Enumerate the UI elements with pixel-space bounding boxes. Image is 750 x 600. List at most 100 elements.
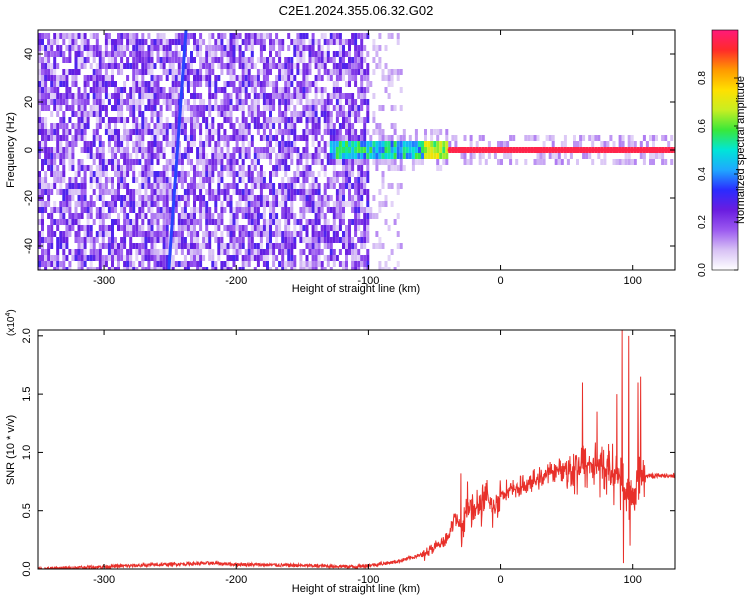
heatmap-cell (199, 123, 203, 129)
heatmap-cell (86, 111, 90, 117)
heatmap-cell (38, 231, 41, 237)
heatmap-cell (180, 171, 184, 177)
heatmap-cell (317, 75, 321, 81)
heatmap-cell (141, 231, 145, 237)
heatmap-cell (266, 141, 269, 147)
heatmap-cell (132, 231, 136, 237)
heatmap-cell (141, 93, 145, 99)
heatmap-cell (141, 141, 145, 147)
heatmap-cell (305, 159, 309, 165)
heatmap-cell (62, 171, 66, 177)
heatmap-cell (290, 99, 294, 105)
heatmap-cell (405, 141, 409, 147)
heatmap-cell (114, 189, 117, 195)
heatmap-cell (62, 69, 66, 75)
heatmap-cell (92, 99, 96, 105)
heatmap-cell (278, 261, 282, 267)
heatmap-cell (329, 195, 333, 201)
heatmap-cell (174, 207, 178, 213)
heatmap-cell (238, 171, 242, 177)
heatmap-cell (229, 117, 233, 123)
heatmap-cell (159, 237, 163, 243)
heatmap-cell (89, 153, 93, 159)
snr-series-line (38, 330, 675, 569)
heatmap-cell (436, 129, 440, 135)
heatmap-cell (165, 267, 169, 270)
heatmap-cell (193, 105, 196, 111)
heatmap-cell (363, 93, 367, 99)
heatmap-cell (366, 201, 370, 207)
heatmap-cell (123, 183, 127, 189)
heatmap-cell (168, 93, 172, 99)
heatmap-cell (193, 261, 196, 267)
heatmap-cell (335, 135, 339, 141)
heatmap-cell (612, 141, 616, 147)
heatmap-cell (329, 147, 333, 153)
heatmap-cell (357, 249, 361, 255)
heatmap-cell (196, 153, 200, 159)
heatmap-cell (302, 249, 306, 255)
heatmap-cell (101, 231, 105, 237)
heatmap-cell (348, 195, 351, 201)
heatmap-cell (342, 39, 345, 45)
heatmap-cell (287, 33, 291, 39)
heatmap-cell (296, 93, 300, 99)
heatmap-cell (141, 87, 145, 93)
heatmap-cell (153, 177, 157, 183)
heatmap-cell (86, 123, 90, 129)
heatmap-cell (62, 177, 66, 183)
heatmap-cell (168, 123, 172, 129)
heatmap-cell (256, 123, 260, 129)
heatmap-cell (68, 147, 72, 153)
heatmap-cell (342, 201, 345, 207)
heatmap-cell (53, 69, 57, 75)
heatmap-cell (375, 159, 379, 165)
heatmap-cell (177, 195, 181, 201)
heatmap-cell (372, 129, 376, 135)
heatmap-cell (329, 111, 333, 117)
heatmap-cell (165, 171, 169, 177)
heatmap-cell (153, 255, 157, 261)
heatmap-cell (147, 195, 151, 201)
heatmap-cell (208, 189, 212, 195)
heatmap-cell (253, 225, 257, 231)
heatmap-cell (323, 33, 327, 39)
heatmap-cell (262, 255, 266, 261)
heatmap-cell (95, 231, 99, 237)
heatmap-cell (211, 147, 215, 153)
heatmap-cell (262, 231, 266, 237)
heatmap-cell (272, 135, 276, 141)
heatmap-cell (50, 99, 54, 105)
heatmap-cell (241, 81, 245, 87)
heatmap-cell (284, 93, 288, 99)
heatmap-cell (247, 39, 251, 45)
heatmap-cell (217, 105, 221, 111)
heatmap-cell (217, 135, 221, 141)
heatmap-cell (247, 237, 251, 243)
heatmap-cell (138, 231, 142, 237)
heatmap-cell (107, 99, 111, 105)
heatmap-cell (308, 87, 312, 93)
heatmap-cell (68, 153, 72, 159)
heatmap-cell (186, 135, 190, 141)
heatmap-cell (186, 183, 190, 189)
heatmap-cell (126, 57, 130, 63)
heatmap-cell (390, 183, 394, 189)
heatmap-cell (214, 267, 218, 270)
heatmap-cell (199, 33, 203, 39)
heatmap-cell (159, 117, 163, 123)
heatmap-cell (250, 219, 254, 225)
heatmap-cell (177, 177, 181, 183)
heatmap-cell (56, 63, 60, 69)
heatmap-cell (381, 135, 385, 141)
heatmap-cell (47, 51, 51, 57)
heatmap-cell (135, 201, 139, 207)
heatmap-cell (232, 63, 236, 69)
heatmap-cell (205, 69, 209, 75)
heatmap-cell (80, 39, 84, 45)
heatmap-cell (80, 117, 84, 123)
heatmap-cell (205, 51, 209, 57)
heatmap-cell (68, 207, 72, 213)
heatmap-cell (348, 219, 351, 225)
heatmap-cell (98, 111, 102, 117)
